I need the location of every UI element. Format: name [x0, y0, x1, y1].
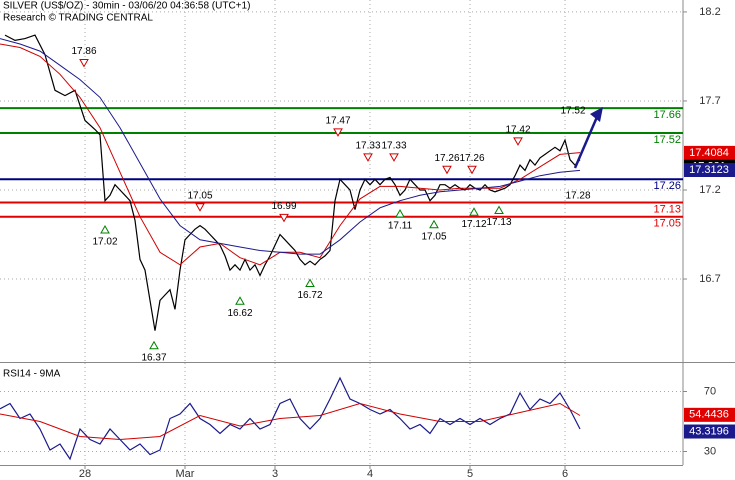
support-marker — [235, 296, 245, 305]
series-line — [4, 34, 581, 331]
target-label: 17.52 — [560, 106, 585, 117]
x-tick-label: Mar — [176, 468, 195, 480]
support-marker — [469, 207, 479, 216]
y-tick-label: 17.7 — [699, 95, 720, 107]
annotation-label: 17.47 — [325, 116, 350, 127]
last-value-label: 54.4436 — [689, 409, 729, 421]
x-tick-label: 4 — [367, 468, 373, 480]
support-marker — [100, 225, 110, 234]
x-tick-label: 5 — [467, 468, 473, 480]
resistance-marker — [442, 165, 452, 175]
resistance-marker — [195, 203, 205, 212]
level-label: 17.26 — [653, 180, 681, 192]
annotation-label: 16.99 — [271, 201, 296, 212]
support-marker — [395, 209, 405, 218]
resistance-marker — [467, 165, 477, 175]
annotation-label: 17.13 — [486, 217, 511, 228]
annotation-label: 17.42 — [505, 124, 530, 135]
last-value-box — [684, 145, 735, 160]
annotation-label: 17.12 — [461, 219, 486, 230]
y-tick-label: 30 — [704, 445, 716, 457]
support-marker — [149, 340, 159, 350]
resistance-marker — [363, 153, 373, 162]
projection-arrowhead — [590, 107, 603, 122]
x-tick-label: 6 — [562, 468, 568, 480]
x-tick-label: 28 — [79, 468, 91, 480]
annotation-label: 17.33 — [381, 140, 406, 151]
y-tick-label: 18.2 — [699, 6, 720, 18]
last-value-box — [684, 424, 735, 439]
chart-subtitle: Research © TRADING CENTRAL — [3, 13, 153, 24]
level-label: 17.52 — [653, 134, 681, 146]
annotation-label: 17.26 — [459, 153, 484, 164]
annotation-label: 16.62 — [227, 308, 252, 319]
resistance-marker — [513, 137, 523, 146]
y-tick-label: 16.7 — [699, 273, 720, 285]
resistance-marker — [389, 153, 399, 162]
resistance-marker — [333, 128, 343, 137]
x-tick-label: 3 — [272, 468, 278, 480]
projection-arrow — [573, 109, 602, 169]
y-tick-label: 17.2 — [699, 184, 720, 196]
series-line — [0, 38, 581, 255]
series-line — [0, 402, 581, 441]
annotation-label: 17.26 — [434, 153, 459, 164]
last-value-label: 43.3196 — [689, 425, 729, 437]
annotation-label: 16.37 — [141, 352, 166, 363]
support-marker — [429, 219, 439, 229]
annotation-label: 17.02 — [92, 237, 117, 248]
support-marker — [494, 205, 504, 214]
last-value-label: 17.4084 — [689, 147, 729, 159]
annotation-label: 16.72 — [297, 290, 322, 301]
level-label: 17.05 — [653, 218, 681, 230]
last-value-box — [684, 162, 735, 177]
resistance-marker — [79, 58, 89, 68]
support-marker — [305, 278, 315, 287]
rsi-title: RSI14 - 9MA — [3, 369, 61, 380]
last-value-box — [684, 407, 735, 422]
annotation-label: 17.05 — [421, 231, 446, 242]
annotation-label: 17.86 — [71, 46, 96, 57]
chart-title: SILVER (US$/OZ) - 30min - 03/06/20 04:36… — [3, 1, 250, 12]
resistance-marker — [279, 213, 289, 223]
level-label: 17.13 — [653, 203, 681, 215]
level-label: 17.66 — [653, 109, 681, 121]
target-label: 17.28 — [565, 190, 590, 201]
y-tick-label: 70 — [704, 385, 716, 397]
annotation-label: 17.33 — [355, 140, 380, 151]
annotation-label: 17.11 — [388, 221, 413, 232]
last-value-label: 17.3123 — [689, 164, 729, 176]
annotation-label: 17.05 — [187, 190, 212, 201]
